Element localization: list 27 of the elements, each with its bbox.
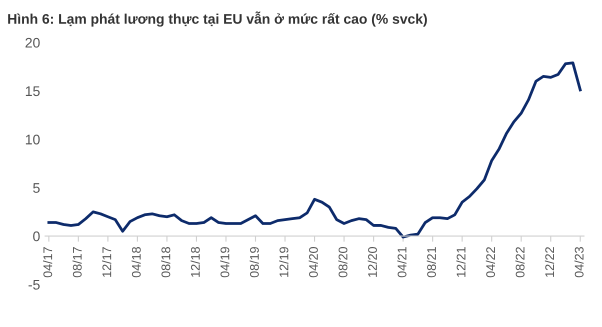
x-tick-label: 08/21 xyxy=(426,247,436,278)
y-tick-label: 10 xyxy=(26,134,40,144)
x-tick-label: 08/17 xyxy=(72,247,82,278)
x-tick-label: 04/23 xyxy=(574,247,584,278)
line-series xyxy=(47,61,582,238)
x-tick-label: 04/21 xyxy=(397,247,406,278)
y-tick-label: 5 xyxy=(33,183,40,193)
y-tick-label: 15 xyxy=(26,86,40,96)
y-tick-label: 0 xyxy=(33,231,40,242)
x-tick-label: 04/17 xyxy=(43,247,52,278)
x-tick-label: 08/19 xyxy=(250,247,259,278)
y-tick-label: -5 xyxy=(28,280,40,290)
x-tick-label: 12/22 xyxy=(544,247,554,277)
x-tick-label: 08/20 xyxy=(338,246,348,278)
x-tick-label: 12/18 xyxy=(190,247,200,277)
x-tick-label: 04/20 xyxy=(308,246,318,278)
x-tick-label: 08/18 xyxy=(161,247,170,278)
x-tick-label: 04/18 xyxy=(132,247,141,278)
x-tick-label: 04/22 xyxy=(486,247,496,278)
chart-title: Hình 6: Lạm phát lương thực tại EU vẫn ở mức rất cao (% svck) xyxy=(8,11,427,27)
y-tick-label: 20 xyxy=(26,38,40,48)
x-tick-label: 12/21 xyxy=(456,247,466,277)
x-tick-label: 08/22 xyxy=(515,247,525,278)
x-tick-label: 12/17 xyxy=(102,247,112,277)
x-tick-label: 12/20 xyxy=(368,246,377,277)
x-tick-label: 12/19 xyxy=(279,247,288,277)
x-tick-label: 04/19 xyxy=(220,247,230,278)
